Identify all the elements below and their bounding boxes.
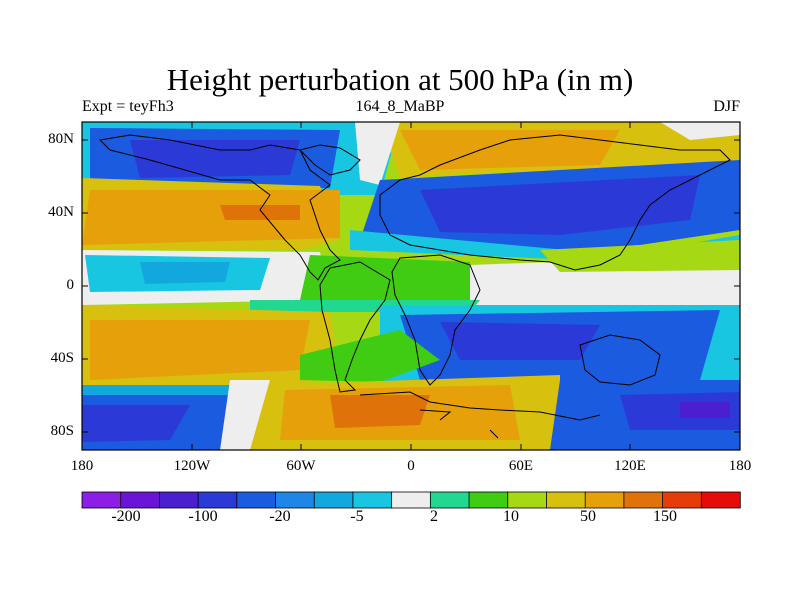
experiment-label: Expt = teyFh3 xyxy=(82,98,174,115)
colorbar-label: 50 xyxy=(580,508,596,525)
contour-eq-green xyxy=(300,255,470,305)
colorbar-swatch xyxy=(236,491,277,509)
lat-tick-label: 80N xyxy=(48,131,74,147)
contour-40n-orange xyxy=(82,190,340,245)
season-label: DJF xyxy=(713,98,740,115)
coastline-australia xyxy=(579,334,661,386)
contour-80s-darkblue-west xyxy=(82,405,190,442)
coastline-eurasia xyxy=(379,134,731,271)
contour-northeast-deeporange xyxy=(400,130,620,170)
lat-tick-label: 0 xyxy=(66,277,75,293)
lon-tick-label: 120E xyxy=(614,458,646,474)
colorbar-swatch xyxy=(700,491,741,509)
lat-tick-label: 40N xyxy=(48,204,74,220)
contour-40n-red xyxy=(220,205,300,220)
colorbar-swatch xyxy=(120,491,161,509)
coastline-north-america xyxy=(98,134,341,281)
axis-ticks xyxy=(82,122,740,450)
colorbar-swatch xyxy=(275,491,315,509)
contour-north-darkblue xyxy=(130,140,300,178)
lon-tick-label: 60W xyxy=(286,458,316,474)
colorbar-swatch xyxy=(391,491,432,509)
colorbar-label: 10 xyxy=(503,508,519,525)
coastline-africa xyxy=(391,254,481,386)
lon-tick-label: 120W xyxy=(173,458,211,474)
lat-tick-label: 40S xyxy=(50,350,74,366)
contour-80s-white xyxy=(220,380,270,450)
colorbar-label: 150 xyxy=(653,508,677,525)
colorbar xyxy=(81,491,741,509)
colorbar-swatch xyxy=(662,491,703,509)
colorbar-label: -20 xyxy=(269,508,291,525)
colorbar-swatch xyxy=(429,491,470,509)
colorbar-swatch xyxy=(584,491,625,509)
coastlines xyxy=(98,134,731,439)
colorbar-swatch xyxy=(313,491,354,509)
colorbar-swatch xyxy=(623,491,664,509)
coastline-antarctica xyxy=(359,391,601,439)
lon-tick-label: 180 xyxy=(70,458,94,474)
colorbar-swatch xyxy=(507,491,548,509)
contour-80s-red xyxy=(330,395,430,428)
colorbar-label: -200 xyxy=(111,508,141,525)
contour-40s-darkblue xyxy=(440,322,600,360)
coastline-south-america xyxy=(319,261,391,393)
contour-40n-darkblue-east xyxy=(420,175,700,235)
contour-northwhite-1 xyxy=(355,122,400,185)
lon-tick-label: 180 xyxy=(728,458,752,474)
contour-northwhite-2 xyxy=(660,122,740,140)
contour-field xyxy=(82,122,740,450)
contour-eq-lightblue xyxy=(140,262,230,284)
contour-eq-yellowgreen-east xyxy=(540,240,740,272)
coastline-greenland xyxy=(299,144,361,176)
colorbar-swatch xyxy=(81,491,122,509)
colorbar-label: -5 xyxy=(350,508,364,525)
contour-40s-orange xyxy=(90,320,310,380)
contour-80s-purple-east xyxy=(680,402,730,418)
chart-title: Height perturbation at 500 hPa (in m) xyxy=(166,62,634,97)
colorbar-swatch xyxy=(197,491,238,509)
colorbar-swatch xyxy=(468,491,509,509)
colorbar-label: 2 xyxy=(430,508,438,525)
colorbar-label: -100 xyxy=(188,508,218,525)
colorbar-swatch xyxy=(159,491,199,509)
lon-tick-label: 60E xyxy=(508,458,534,474)
period-label: 164_8_MaBP xyxy=(355,98,445,115)
colorbar-swatch xyxy=(546,491,586,509)
colorbar-swatch xyxy=(352,491,393,509)
lat-tick-label: 80S xyxy=(50,423,74,439)
lon-tick-label: 0 xyxy=(407,458,415,474)
